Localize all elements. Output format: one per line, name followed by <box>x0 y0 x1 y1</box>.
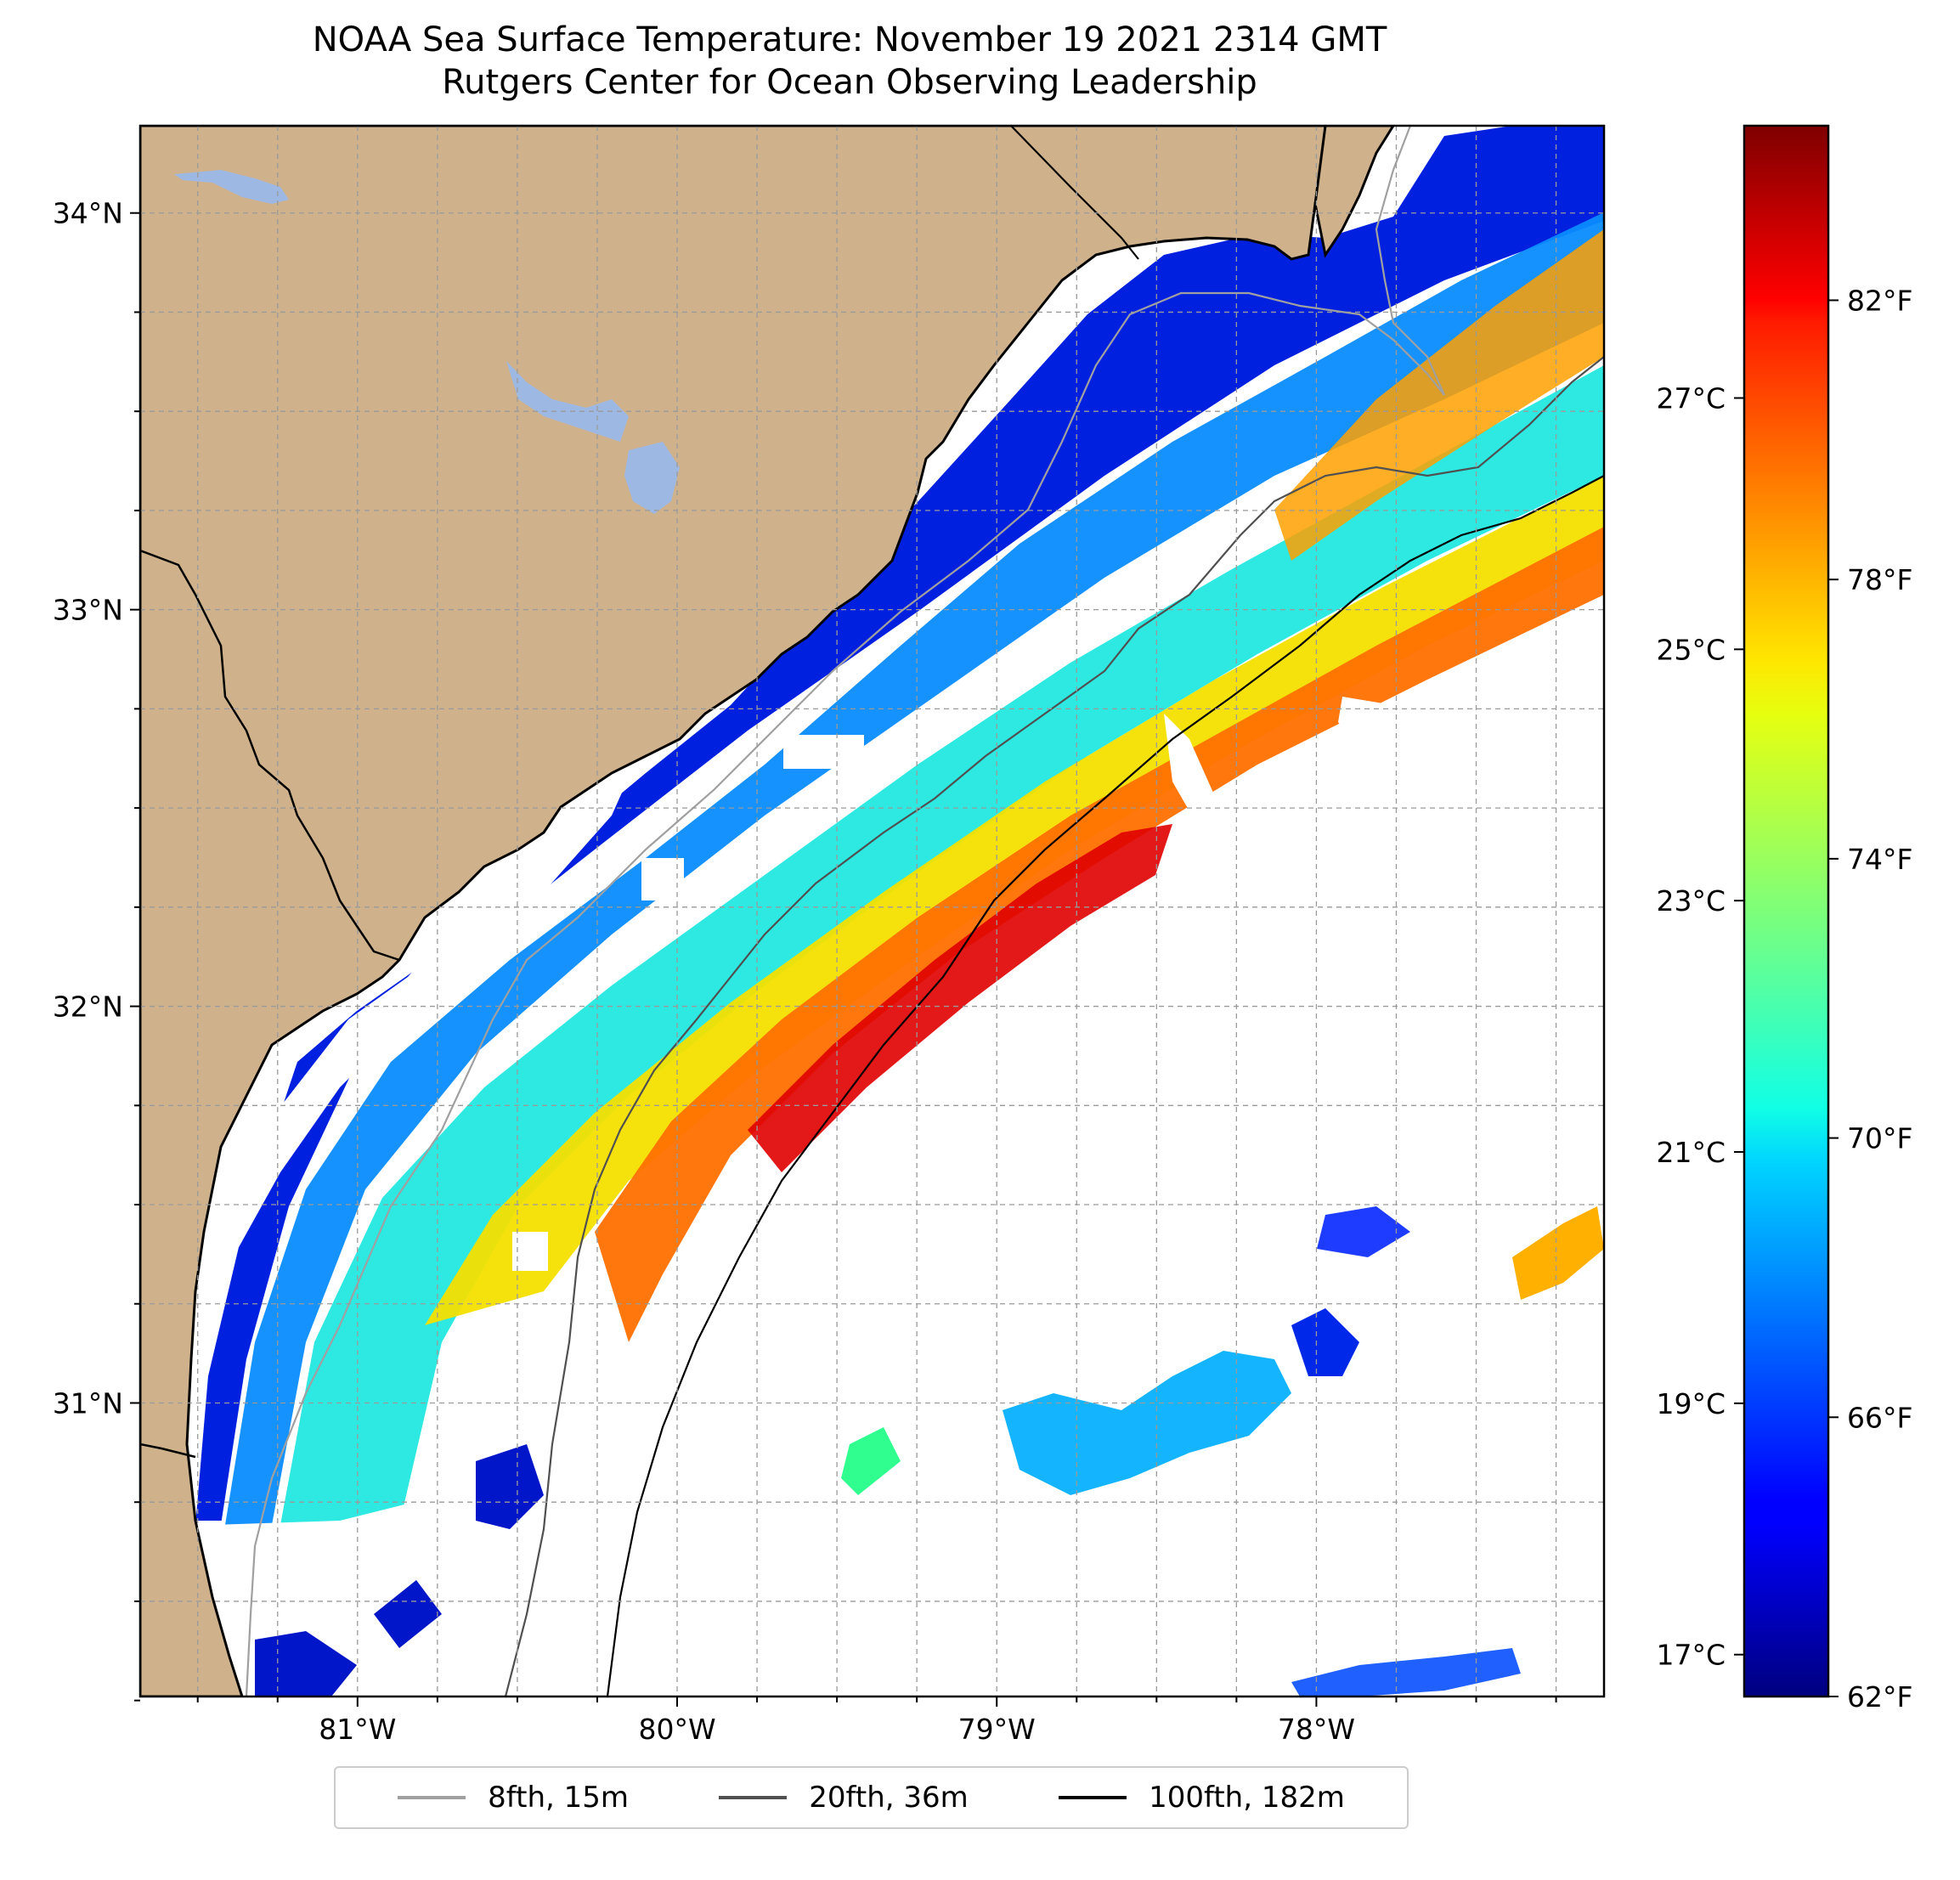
colorbar-fahrenheit-label: 74°F <box>1847 843 1912 876</box>
colorbar: 27°C 25°C 23°C 21°C 19°C 17°C 82°F 78°F 74°F 70°… <box>1656 124 1912 1713</box>
isobath-100fth <box>606 475 1604 1697</box>
legend-item: 8fth, 15m <box>398 1781 629 1815</box>
colorbar-fahrenheit-label: 78°F <box>1847 563 1912 596</box>
lat-tick-label: 33°N <box>53 594 123 627</box>
cloud-hole-4 <box>1164 714 1223 841</box>
sst-band-cyan <box>280 365 1604 1525</box>
legend-label: 100fth, 182m <box>1149 1781 1345 1815</box>
colorbar-fahrenheit-label: 66°F <box>1847 1401 1912 1434</box>
colorbar-frame <box>1743 124 1830 1698</box>
legend-label: 8fth, 15m <box>488 1781 630 1815</box>
isobath-legend: 8fth, 15m 20fth, 36m 100fth, 182m <box>334 1766 1409 1829</box>
lake-marion <box>506 361 629 442</box>
sst-band-deep-blue <box>195 126 1604 1525</box>
lat-tick-label: 32°N <box>53 991 123 1024</box>
legend-swatch <box>398 1796 466 1799</box>
legend-swatch <box>1059 1796 1127 1799</box>
sst-patch-east-4 <box>1291 1648 1521 1697</box>
sst-patch-east-5 <box>841 1427 901 1495</box>
map-plot-area <box>140 126 1604 1697</box>
legend-label: 20fth, 36m <box>809 1781 969 1815</box>
colorbar-fahrenheit-label: 62°F <box>1847 1680 1912 1713</box>
title-line-2: Rutgers Center for Ocean Observing Leade… <box>442 63 1257 102</box>
state-border-nc-sc <box>1010 126 1139 260</box>
colorbar-celsius-label: 27°C <box>1656 381 1726 415</box>
cloud-mask-offshore <box>663 680 1604 1697</box>
sst-patch-east-1 <box>1003 1351 1291 1495</box>
lakes <box>174 170 680 514</box>
sst-patch-east-3 <box>1512 1206 1604 1300</box>
cloud-hole-1 <box>783 735 864 769</box>
sst-patch-east-6 <box>1317 1206 1410 1257</box>
colorbar-celsius-label: 19°C <box>1656 1387 1726 1420</box>
latitude-axis: 34°N 33°N 32°N 31°N <box>53 197 140 1702</box>
lake-north <box>174 170 289 204</box>
colorbar-celsius-label: 21°C <box>1656 1136 1726 1169</box>
map-frame <box>138 124 1606 1698</box>
sst-patch-south-2 <box>476 1444 544 1529</box>
lon-tick-label: 80°W <box>638 1713 715 1746</box>
state-border-ga-fl <box>140 1442 196 1459</box>
colorbar-celsius-label: 25°C <box>1656 633 1726 666</box>
legend-item: 100fth, 182m <box>1059 1781 1345 1815</box>
lat-tick-label: 31°N <box>53 1386 123 1420</box>
cloud-mask-south <box>208 1359 680 1697</box>
colorbar-fahrenheit-label: 82°F <box>1847 284 1912 317</box>
sst-patch-south-1 <box>374 1580 442 1648</box>
isobath-8fth <box>245 126 1446 1697</box>
legend-swatch <box>719 1796 788 1799</box>
sst-band-upper-orange <box>1274 229 1604 561</box>
title-line-1: NOAA Sea Surface Temperature: November 1… <box>312 20 1387 59</box>
colorbar-gradient <box>1744 126 1828 1697</box>
colorbar-celsius-axis: 27°C 25°C 23°C 21°C 19°C 17°C <box>1656 381 1744 1672</box>
colorbar-fahrenheit-axis: 82°F 78°F 74°F 70°F 66°F 62°F <box>1828 284 1912 1713</box>
longitude-axis: 81°W 80°W 79°W 78°W <box>196 1697 1557 1746</box>
lon-tick-label: 79°W <box>958 1713 1036 1746</box>
lat-tick-label: 34°N <box>53 197 123 230</box>
sst-patch-east-2 <box>1291 1308 1359 1376</box>
colorbar-fahrenheit-label: 70°F <box>1847 1122 1912 1155</box>
lon-tick-label: 78°W <box>1278 1713 1355 1746</box>
lake-moultrie <box>624 442 680 514</box>
sst-field <box>140 126 1604 1697</box>
state-border-sc-ga <box>140 549 400 962</box>
legend-item: 20fth, 36m <box>719 1781 969 1815</box>
sst-patch-south-3 <box>255 1631 357 1697</box>
colorbar-celsius-label: 23°C <box>1656 884 1726 917</box>
colorbar-celsius-label: 17°C <box>1656 1639 1726 1672</box>
cloud-hole-3 <box>512 1232 548 1271</box>
gridlines <box>140 126 1604 1697</box>
map-title: NOAA Sea Surface Temperature: November 1… <box>0 19 1699 104</box>
sst-band-orange <box>595 527 1604 1342</box>
land-mainland <box>140 126 1327 1697</box>
isobath-20fth <box>504 356 1604 1697</box>
cloud-hole-nearshore <box>208 739 646 1249</box>
lon-tick-label: 81°W <box>319 1713 396 1746</box>
